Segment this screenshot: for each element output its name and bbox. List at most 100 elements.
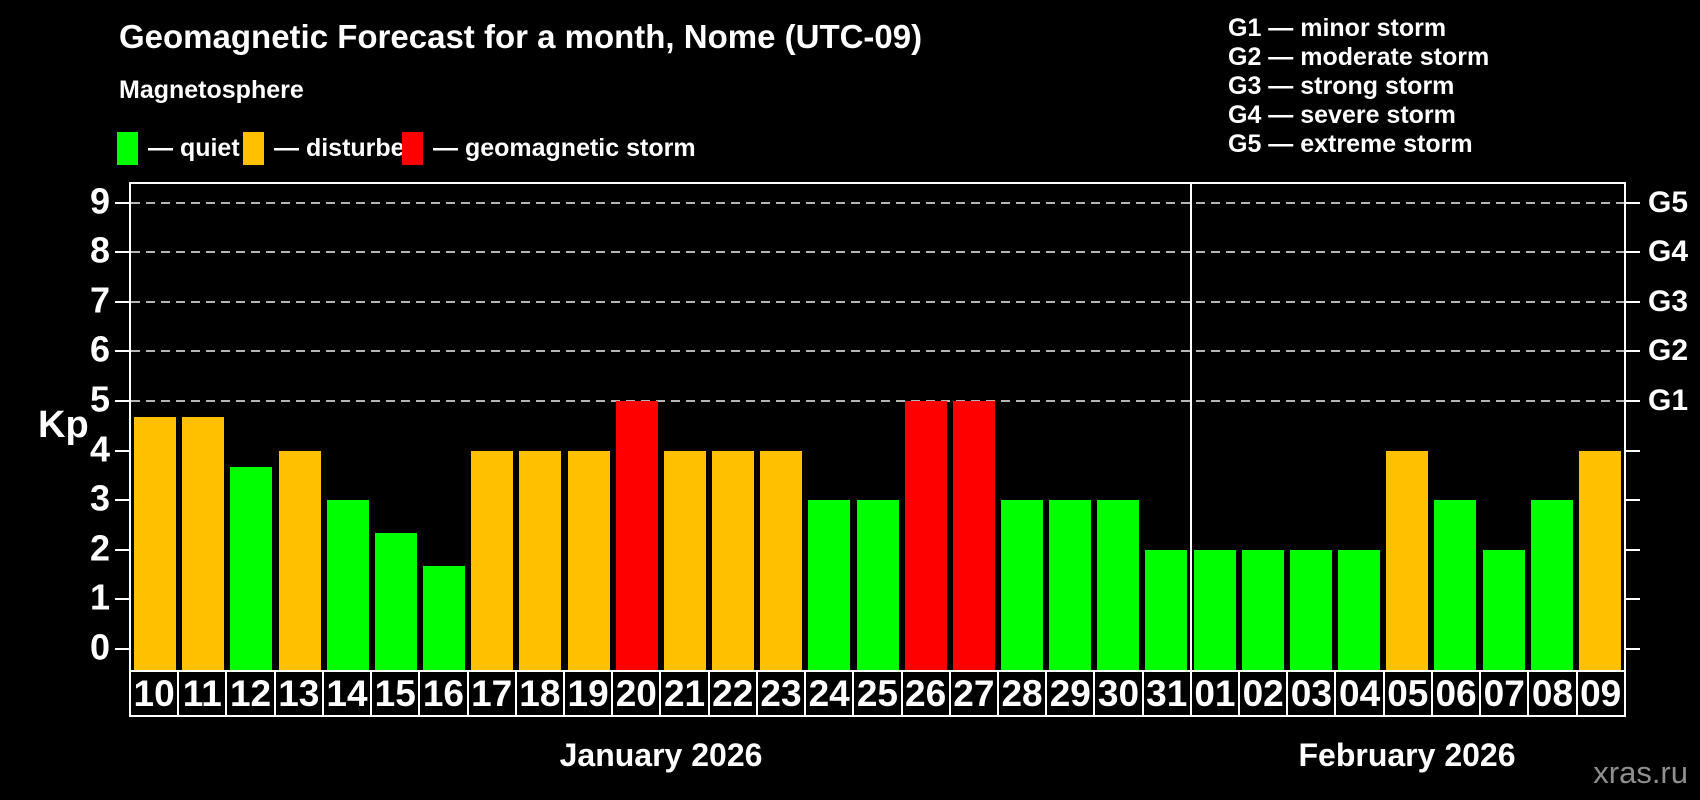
bar-day-17	[471, 451, 513, 670]
legend-label-storm: — geomagnetic storm	[433, 134, 696, 162]
day-label-07: 07	[1481, 672, 1530, 715]
day-label-06: 06	[1433, 672, 1482, 715]
y-tick-3	[115, 499, 130, 501]
g-level-label-G4: G4	[1648, 235, 1689, 268]
quiet-color-swatch	[117, 132, 138, 165]
right-tick-5	[1625, 400, 1640, 402]
y-tick-label-9: 9	[89, 180, 110, 222]
watermark: xras.ru	[1593, 755, 1688, 790]
g-legend-line-2: G2 — moderate storm	[1228, 43, 1490, 71]
day-label-13: 13	[276, 672, 324, 715]
bar-day-23	[760, 451, 802, 670]
day-label-05: 05	[1385, 672, 1433, 715]
right-tick-0	[1625, 648, 1640, 650]
g-legend-line-4: G4 — severe storm	[1228, 101, 1456, 129]
day-label-20: 20	[613, 672, 662, 715]
day-label-29: 29	[1047, 672, 1096, 715]
g-legend-line-5: G5 — extreme storm	[1228, 130, 1473, 158]
y-tick-9	[115, 202, 130, 204]
right-tick-6	[1625, 350, 1640, 352]
bar-day-26	[905, 401, 947, 670]
y-tick-0	[115, 648, 130, 650]
y-tick-1	[115, 598, 130, 600]
y-tick-label-6: 6	[89, 328, 110, 370]
bar-day-16	[423, 566, 465, 670]
disturbed-color-swatch	[243, 132, 264, 165]
y-tick-5	[115, 400, 130, 402]
bar-day-11	[182, 417, 224, 670]
day-label-14: 14	[324, 672, 373, 715]
storm-color-swatch	[402, 132, 423, 165]
bar-day-02	[1242, 550, 1284, 670]
day-label-03: 03	[1288, 672, 1337, 715]
day-label-09: 09	[1580, 672, 1622, 714]
bar-day-25	[857, 500, 899, 670]
gridline-kp-7	[131, 301, 1624, 303]
bar-day-01	[1194, 550, 1236, 670]
chart-title: Geomagnetic Forecast for a month, Nome (…	[119, 18, 923, 55]
day-label-21: 21	[661, 672, 710, 715]
y-tick-label-2: 2	[89, 527, 110, 569]
day-label-15: 15	[372, 672, 421, 715]
day-label-01: 01	[1192, 672, 1241, 715]
bar-day-06	[1434, 500, 1476, 670]
y-tick-8	[115, 251, 130, 253]
day-label-30: 30	[1095, 672, 1144, 715]
day-label-26: 26	[903, 672, 951, 715]
right-tick-9	[1625, 202, 1640, 204]
month-separator	[1190, 184, 1192, 670]
bar-day-27	[953, 401, 995, 670]
gridline-kp-8	[131, 251, 1624, 253]
y-tick-label-3: 3	[89, 477, 110, 519]
bar-day-31	[1145, 550, 1187, 670]
g-scale-legend: G1 — minor storm G2 — moderate storm G3 — …	[1228, 14, 1489, 159]
bar-day-05	[1386, 451, 1428, 670]
bar-day-19	[568, 451, 610, 670]
day-label-22: 22	[710, 672, 758, 715]
day-label-19: 19	[565, 672, 614, 715]
bar-day-20	[616, 401, 658, 670]
day-label-02: 02	[1240, 672, 1289, 715]
right-tick-1	[1625, 598, 1640, 600]
legend-label-quiet: — quiet	[148, 134, 240, 162]
gridline-kp-6	[131, 350, 1624, 352]
day-label-18: 18	[517, 672, 565, 715]
y-tick-label-7: 7	[89, 279, 110, 321]
bar-day-04	[1338, 550, 1380, 670]
y-tick-4	[115, 450, 130, 452]
day-label-24: 24	[806, 672, 855, 715]
day-label-17: 17	[469, 672, 517, 715]
bar-day-29	[1049, 500, 1091, 670]
legend-item-storm: — geomagnetic storm	[402, 132, 696, 165]
legend-item-disturbed: — disturbed	[243, 132, 420, 165]
y-tick-7	[115, 301, 130, 303]
right-tick-2	[1625, 549, 1640, 551]
day-labels-row: 10 11 12 13 14 15 16 17 18 19 20 21 22 23 24 25 26 27 28 29…	[129, 670, 1626, 717]
g-level-label-G1: G1	[1648, 384, 1689, 417]
y-tick-label-5: 5	[89, 378, 110, 420]
magnetosphere-label: Magnetosphere	[119, 76, 304, 104]
y-tick-label-4: 4	[89, 428, 110, 470]
bar-day-07	[1483, 550, 1525, 670]
day-label-25: 25	[854, 672, 903, 715]
y-tick-label-8: 8	[89, 229, 110, 271]
day-label-27: 27	[951, 672, 999, 715]
day-label-31: 31	[1144, 672, 1192, 715]
y-axis-title: Kp	[38, 404, 89, 446]
bar-day-18	[519, 451, 561, 670]
right-tick-7	[1625, 301, 1640, 303]
day-label-04: 04	[1336, 672, 1385, 715]
day-label-11: 11	[179, 672, 228, 715]
bar-day-10	[134, 417, 176, 670]
bar-day-14	[327, 500, 369, 670]
g-legend-line-1: G1 — minor storm	[1228, 14, 1447, 42]
g-level-label-G3: G3	[1648, 285, 1689, 318]
y-tick-6	[115, 350, 130, 352]
bar-day-22	[712, 451, 754, 670]
bar-day-03	[1290, 550, 1332, 670]
bar-day-21	[664, 451, 706, 670]
g-level-label-G2: G2	[1648, 334, 1689, 367]
day-label-28: 28	[999, 672, 1048, 715]
day-label-10: 10	[131, 672, 180, 715]
